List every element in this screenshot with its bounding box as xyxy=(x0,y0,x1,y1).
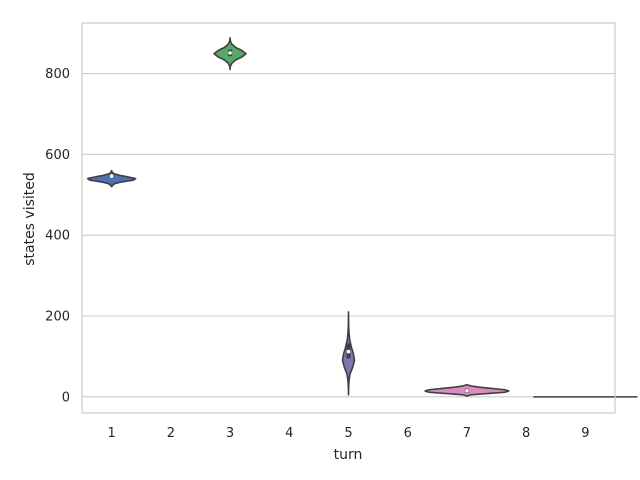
x-tick-label: 4 xyxy=(285,426,293,441)
y-tick-labels: 0 200 400 600 800 xyxy=(45,67,70,405)
violin-5 xyxy=(341,311,356,396)
x-axis-label: turn xyxy=(334,447,363,463)
y-axis-label: states visited xyxy=(22,172,38,266)
x-tick-label: 5 xyxy=(344,426,352,441)
violin-3 xyxy=(213,37,247,71)
violin-median xyxy=(346,349,351,354)
y-tick-label: 200 xyxy=(45,310,70,325)
violins xyxy=(86,37,638,398)
x-tick-label: 1 xyxy=(107,426,115,441)
x-tick-label: 6 xyxy=(404,426,412,441)
grid-lines xyxy=(82,72,615,398)
y-tick-label: 0 xyxy=(62,390,70,405)
x-tick-label: 7 xyxy=(463,426,471,441)
x-tick-label: 3 xyxy=(226,426,234,441)
x-tick-label: 9 xyxy=(581,426,589,441)
violin-median xyxy=(109,174,114,178)
violin-7 xyxy=(424,383,510,397)
y-tick-label: 400 xyxy=(45,229,70,244)
y-tick-label: 600 xyxy=(45,148,70,163)
x-tick-labels: 1 2 3 4 5 6 7 8 9 xyxy=(107,426,589,441)
violin-1 xyxy=(86,169,137,188)
y-tick-label: 800 xyxy=(45,67,70,82)
x-tick-label: 8 xyxy=(522,426,530,441)
x-tick-label: 2 xyxy=(167,426,175,441)
violin-median xyxy=(465,388,469,393)
violin-body xyxy=(86,169,137,188)
violin-median xyxy=(228,51,232,55)
plot-frame xyxy=(81,22,616,414)
